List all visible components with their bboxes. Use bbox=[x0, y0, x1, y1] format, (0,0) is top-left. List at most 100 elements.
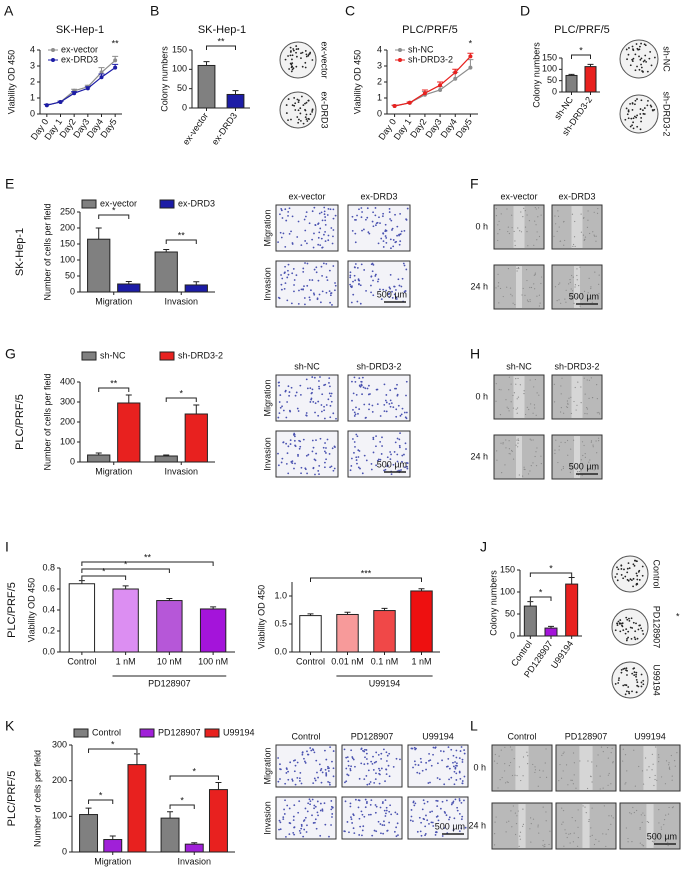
cell-dot bbox=[391, 297, 394, 299]
cell-dot bbox=[405, 219, 408, 221]
colony-dot bbox=[616, 622, 618, 625]
cell-dot bbox=[345, 780, 348, 783]
cell-dot bbox=[373, 781, 376, 784]
cell-dot bbox=[293, 433, 296, 436]
bracket bbox=[98, 214, 130, 219]
colony-dot bbox=[641, 629, 644, 632]
cell-dot bbox=[382, 212, 385, 215]
colony-dot bbox=[298, 118, 300, 121]
cell-dot bbox=[347, 774, 350, 777]
colony-dot bbox=[639, 113, 642, 115]
significance: * bbox=[99, 790, 103, 800]
y-tick-label: 150 bbox=[60, 238, 75, 248]
cell-speck bbox=[548, 843, 550, 846]
cell-dot bbox=[284, 282, 287, 284]
cell-dot bbox=[323, 206, 326, 209]
colony-dot bbox=[634, 53, 637, 56]
cell-dot bbox=[392, 239, 395, 241]
colony-dot bbox=[627, 110, 630, 113]
cell-dot bbox=[399, 233, 401, 236]
cell-speck bbox=[513, 392, 516, 394]
cell-speck bbox=[562, 752, 564, 755]
cell-dot bbox=[300, 827, 303, 830]
cell-dot bbox=[286, 768, 288, 771]
colony-dot bbox=[627, 686, 630, 688]
cell-dot bbox=[383, 403, 386, 406]
cell-speck bbox=[627, 837, 629, 840]
cell-dot bbox=[325, 774, 328, 777]
cell-speck bbox=[558, 226, 560, 228]
cell-dot bbox=[331, 816, 333, 818]
cell-dot bbox=[398, 438, 401, 441]
cell-speck bbox=[568, 283, 570, 285]
cell-dot bbox=[288, 232, 291, 235]
cell-speck bbox=[586, 407, 588, 409]
cell-dot bbox=[301, 753, 304, 756]
cell-dot bbox=[352, 293, 355, 296]
cell-dot bbox=[374, 214, 377, 217]
cell-dot bbox=[316, 811, 319, 814]
cell-speck bbox=[523, 207, 525, 209]
cell-dot bbox=[400, 469, 402, 471]
cell-dot bbox=[315, 452, 318, 455]
cell-dot bbox=[419, 757, 422, 760]
x-tick-label: Migration bbox=[95, 466, 132, 476]
cell-speck bbox=[608, 815, 610, 817]
colony-dot bbox=[635, 560, 638, 562]
cell-dot bbox=[318, 387, 321, 390]
scale-bar-label: 500 µm bbox=[435, 821, 465, 831]
cell-speck bbox=[494, 753, 496, 756]
cell-dot bbox=[291, 778, 294, 781]
cell-dot bbox=[441, 759, 443, 762]
cell-speck bbox=[518, 267, 520, 270]
cell-dot bbox=[305, 831, 308, 833]
point bbox=[392, 104, 397, 108]
cell-dot bbox=[296, 776, 299, 779]
cell-dot bbox=[346, 756, 349, 758]
cell-dot bbox=[312, 446, 315, 449]
cell-speck bbox=[563, 244, 565, 246]
cell-speck bbox=[651, 769, 653, 771]
cell-speck bbox=[622, 760, 624, 762]
cell-dot bbox=[300, 472, 302, 475]
chart-title: SK-Hep-1 bbox=[198, 24, 246, 36]
cell-dot bbox=[284, 799, 286, 802]
cell-speck bbox=[585, 812, 587, 814]
cell-dot bbox=[360, 380, 363, 383]
cell-dot bbox=[306, 810, 309, 813]
cell-speck bbox=[513, 758, 515, 760]
bar bbox=[197, 64, 216, 109]
panel-letter: A bbox=[4, 3, 14, 19]
point bbox=[438, 83, 443, 88]
y-axis-label: Colony numbers bbox=[159, 46, 169, 112]
cell-speck bbox=[652, 763, 654, 765]
cell-dot bbox=[355, 459, 358, 461]
cell-dot bbox=[277, 464, 280, 467]
cell-dot bbox=[284, 245, 287, 248]
cell-dot bbox=[282, 409, 285, 412]
cell-dot bbox=[290, 386, 293, 389]
cell-speck bbox=[538, 207, 540, 209]
y-tick-label: 3 bbox=[377, 60, 382, 70]
colony-dot bbox=[292, 48, 295, 50]
significance: ** bbox=[110, 378, 118, 388]
cell-dot bbox=[443, 783, 446, 786]
cell-dot bbox=[354, 218, 356, 221]
cell-speck bbox=[540, 455, 542, 457]
cell-speck bbox=[575, 787, 577, 789]
cell-dot bbox=[328, 781, 331, 784]
x-tick-label: Control bbox=[296, 656, 325, 666]
cell-dot bbox=[454, 767, 457, 770]
y-axis-label: Number of cells per field bbox=[32, 750, 42, 847]
chart-title: PLC/PRF/5 bbox=[554, 24, 610, 36]
cell-speck bbox=[612, 761, 614, 763]
cell-speck bbox=[519, 230, 521, 232]
cell-dot bbox=[435, 831, 438, 833]
error-bar bbox=[125, 394, 132, 403]
cell-dot bbox=[395, 835, 398, 838]
cell-dot bbox=[454, 798, 457, 801]
colony-dot bbox=[295, 45, 298, 47]
cell-speck bbox=[566, 439, 569, 442]
colony-dot bbox=[632, 577, 635, 580]
cell-dot bbox=[357, 806, 360, 809]
